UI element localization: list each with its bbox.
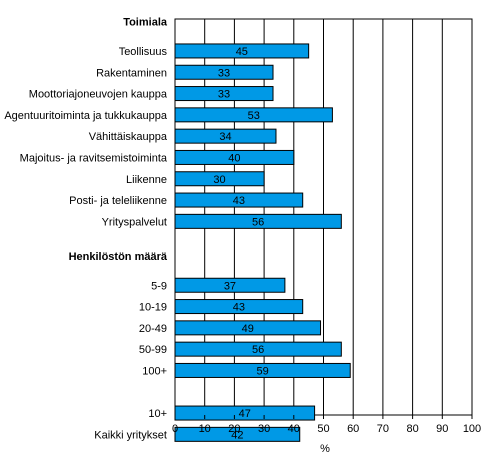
category-label: 20-49 [139, 323, 167, 335]
bar [174, 320, 322, 336]
data-label: 59 [256, 365, 268, 377]
data-label: 43 [233, 302, 245, 314]
category-label: 10-19 [139, 302, 167, 314]
bar [174, 64, 274, 80]
category-labels: Toimiala Teollisuus Rakentaminen Moottoriaj… [4, 17, 168, 442]
bar [174, 277, 286, 293]
x-tick-label: 40 [288, 423, 300, 435]
category-label: 10+ [148, 408, 167, 420]
category-label: Majoitus- ja ravitsemistoiminta [20, 152, 168, 164]
data-label: 56 [252, 344, 264, 356]
x-tick-label: 50 [317, 423, 329, 435]
x-tick-label: 20 [228, 423, 240, 435]
bar [174, 192, 304, 208]
data-label: 47 [239, 408, 251, 420]
category-label: Moottoriajoneuvojen kauppa [29, 89, 168, 101]
data-label: 49 [242, 323, 254, 335]
data-label: 43 [233, 195, 245, 207]
data-label: 40 [228, 152, 240, 164]
bar [174, 362, 351, 378]
x-tick-label: 70 [377, 423, 389, 435]
x-tick-label: 60 [347, 423, 359, 435]
bar [174, 426, 301, 442]
category-label: Yrityspalvelut [102, 216, 167, 228]
x-tick-label: 30 [258, 423, 270, 435]
category-label: Agentuuritoiminta ja tukkukauppa [4, 110, 168, 122]
bar [174, 213, 342, 229]
data-label: 56 [252, 216, 264, 228]
x-tick-label: 100 [463, 423, 481, 435]
data-label: 42 [231, 429, 243, 441]
data-label: 33 [218, 67, 230, 79]
bar [174, 341, 342, 357]
category-label: 50-99 [139, 344, 167, 356]
bar [174, 128, 277, 144]
category-label: Kaikki yritykset [94, 429, 167, 441]
category-label: 5-9 [151, 280, 167, 292]
category-label: Liikenne [126, 174, 167, 186]
category-label: 100+ [142, 365, 167, 377]
data-label: 34 [219, 131, 231, 143]
data-label: 53 [248, 110, 260, 122]
bar [174, 299, 304, 315]
x-axis-label: % [320, 443, 330, 455]
category-label: Teollisuus [119, 46, 168, 58]
bar [174, 149, 295, 165]
bar [174, 171, 265, 187]
x-tick-label: 0 [172, 423, 178, 435]
x-tick-label: 90 [436, 423, 448, 435]
bar [174, 86, 274, 102]
group-heading: Toimiala [123, 17, 168, 29]
data-label: 30 [213, 174, 225, 186]
data-label: 45 [236, 46, 248, 58]
category-label: Rakentaminen [96, 67, 167, 79]
category-label: Posti- ja teleliikenne [69, 195, 167, 207]
data-label: 37 [224, 280, 236, 292]
category-label: Vähittäiskauppa [89, 131, 168, 143]
bar [174, 43, 310, 59]
bar [174, 107, 333, 123]
group-heading: Henkilöstön määrä [69, 251, 168, 263]
bar [174, 405, 316, 421]
x-tick-label: 10 [199, 423, 211, 435]
x-axis: 0 10 20 30 40 50 60 70 80 90 100 [172, 415, 481, 435]
data-label: 33 [218, 89, 230, 101]
x-tick-label: 80 [406, 423, 418, 435]
